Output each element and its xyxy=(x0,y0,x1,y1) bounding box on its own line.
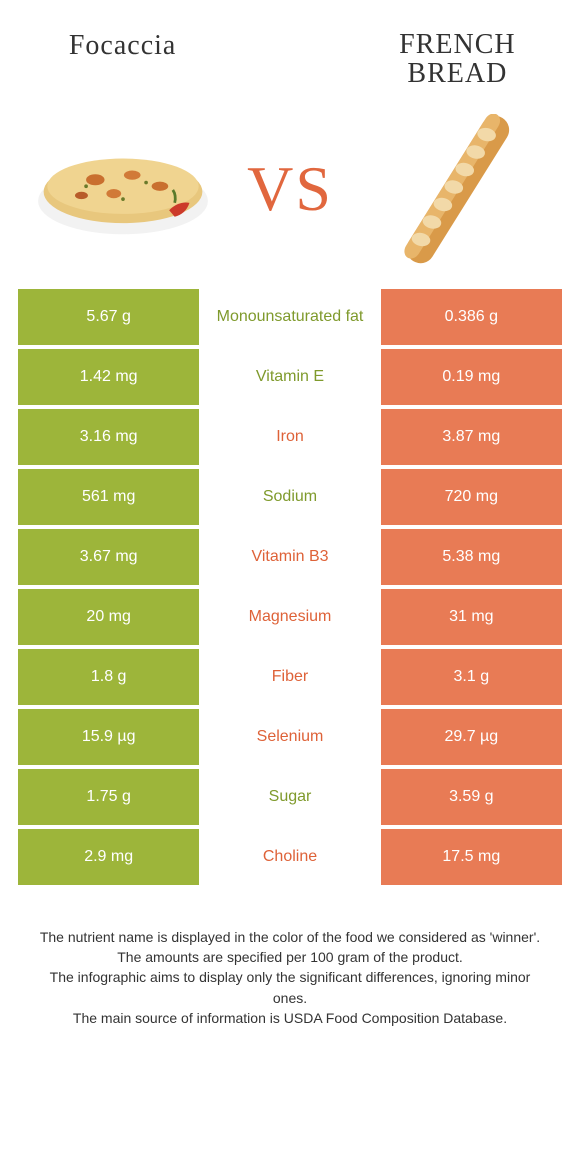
value-left: 3.16 mg xyxy=(18,409,199,465)
footnote-line: The infographic aims to display only the… xyxy=(36,967,544,1008)
food-image-left xyxy=(18,129,227,249)
footnotes: The nutrient name is displayed in the co… xyxy=(0,889,580,1028)
food-image-right xyxy=(353,114,562,264)
header-spacer xyxy=(227,30,353,89)
table-row: 1.8 gFiber3.1 g xyxy=(18,649,562,705)
value-left: 5.67 g xyxy=(18,289,199,345)
hero-row: VS xyxy=(0,99,580,289)
nutrient-name: Sugar xyxy=(199,769,380,825)
value-left: 1.75 g xyxy=(18,769,199,825)
food-name-right: FRENCH BREAD xyxy=(353,30,562,89)
value-left: 2.9 mg xyxy=(18,829,199,885)
table-row: 1.42 mgVitamin E0.19 mg xyxy=(18,349,562,405)
value-right: 3.1 g xyxy=(381,649,562,705)
value-right: 17.5 mg xyxy=(381,829,562,885)
table-row: 20 mgMagnesium31 mg xyxy=(18,589,562,645)
nutrient-name: Vitamin E xyxy=(199,349,380,405)
footnote-line: The amounts are specified per 100 gram o… xyxy=(36,947,544,967)
food-name-left: Focaccia xyxy=(18,30,227,62)
table-row: 15.9 µgSelenium29.7 µg xyxy=(18,709,562,765)
value-left: 20 mg xyxy=(18,589,199,645)
value-left: 1.8 g xyxy=(18,649,199,705)
value-left: 3.67 mg xyxy=(18,529,199,585)
value-left: 561 mg xyxy=(18,469,199,525)
vs-label: VS xyxy=(227,152,353,226)
nutrient-name: Fiber xyxy=(199,649,380,705)
table-row: 1.75 gSugar3.59 g xyxy=(18,769,562,825)
value-right: 5.38 mg xyxy=(381,529,562,585)
nutrient-name: Magnesium xyxy=(199,589,380,645)
baguette-icon xyxy=(362,114,552,264)
header-row: Focaccia FRENCH BREAD xyxy=(0,0,580,99)
header-left: Focaccia xyxy=(18,30,227,89)
value-right: 3.87 mg xyxy=(381,409,562,465)
value-right: 29.7 µg xyxy=(381,709,562,765)
value-right: 31 mg xyxy=(381,589,562,645)
header-right: FRENCH BREAD xyxy=(353,30,562,89)
value-left: 1.42 mg xyxy=(18,349,199,405)
value-right: 3.59 g xyxy=(381,769,562,825)
nutrient-table: 5.67 gMonounsaturated fat0.386 g1.42 mgV… xyxy=(18,289,562,885)
footnote-line: The nutrient name is displayed in the co… xyxy=(36,927,544,947)
nutrient-name: Sodium xyxy=(199,469,380,525)
value-right: 0.19 mg xyxy=(381,349,562,405)
nutrient-name: Vitamin B3 xyxy=(199,529,380,585)
table-row: 2.9 mgCholine17.5 mg xyxy=(18,829,562,885)
focaccia-icon xyxy=(28,129,218,249)
table-row: 3.67 mgVitamin B35.38 mg xyxy=(18,529,562,585)
nutrient-name: Monounsaturated fat xyxy=(199,289,380,345)
nutrient-name: Choline xyxy=(199,829,380,885)
footnote-line: The main source of information is USDA F… xyxy=(36,1008,544,1028)
table-row: 561 mgSodium720 mg xyxy=(18,469,562,525)
table-row: 5.67 gMonounsaturated fat0.386 g xyxy=(18,289,562,345)
value-right: 720 mg xyxy=(381,469,562,525)
nutrient-name: Selenium xyxy=(199,709,380,765)
value-right: 0.386 g xyxy=(381,289,562,345)
value-left: 15.9 µg xyxy=(18,709,199,765)
nutrient-name: Iron xyxy=(199,409,380,465)
table-row: 3.16 mgIron3.87 mg xyxy=(18,409,562,465)
